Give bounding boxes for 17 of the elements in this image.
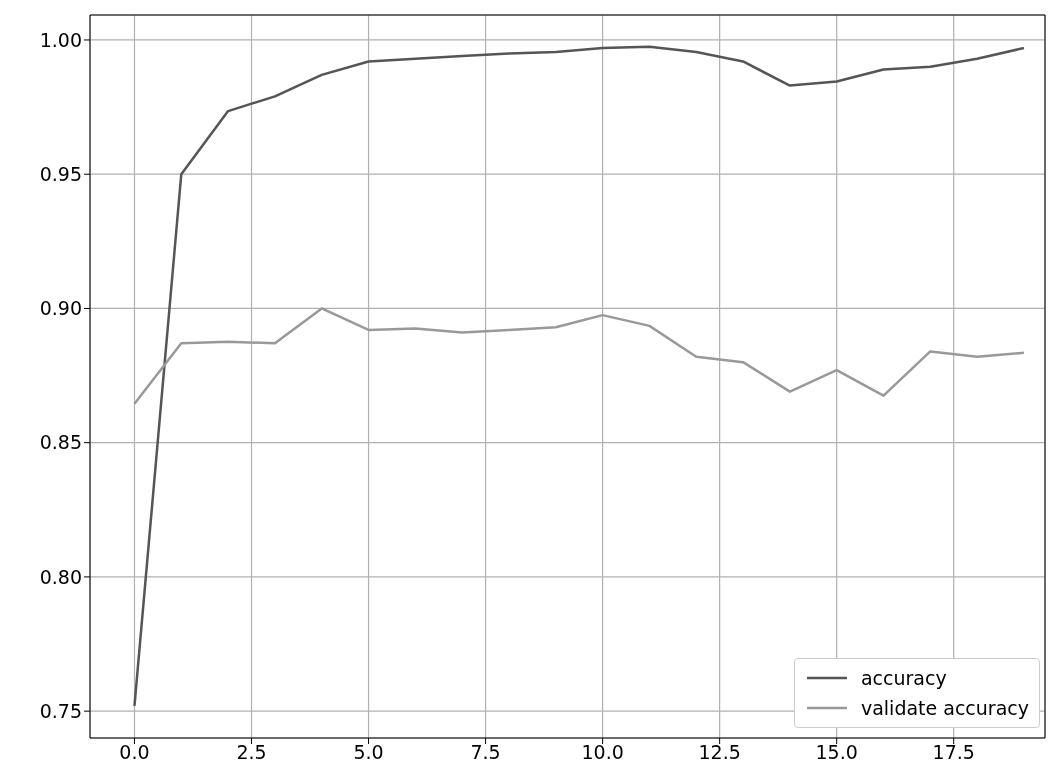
x-tick-label: 15.0 bbox=[815, 741, 858, 764]
x-tick-label: 5.0 bbox=[353, 741, 384, 764]
y-tick-label: 0.90 bbox=[39, 297, 82, 320]
y-tick-label: 1.00 bbox=[39, 28, 82, 51]
y-tick-label: 0.95 bbox=[39, 162, 82, 185]
line-series bbox=[133, 307, 1026, 405]
x-tick-label: 0.0 bbox=[119, 741, 150, 764]
x-tick-label: 12.5 bbox=[698, 741, 741, 764]
y-tick-label: 0.80 bbox=[39, 565, 82, 588]
x-tick-label: 10.0 bbox=[581, 741, 624, 764]
legend-label: validate accuracy bbox=[860, 697, 1029, 719]
legend-label: accuracy bbox=[860, 667, 947, 689]
y-tick-label: 0.85 bbox=[39, 431, 82, 454]
x-tick-label: 2.5 bbox=[236, 741, 267, 764]
x-tick-label: 7.5 bbox=[470, 741, 501, 764]
x-tick-label: 17.5 bbox=[932, 741, 975, 764]
y-tick-label: 0.75 bbox=[39, 699, 82, 722]
